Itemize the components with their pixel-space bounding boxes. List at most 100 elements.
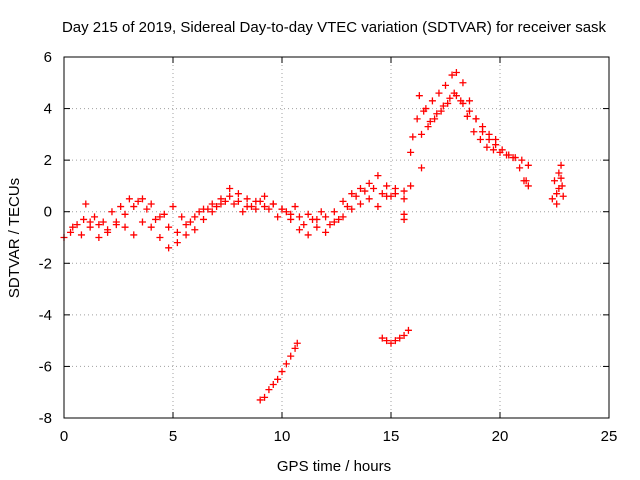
data-point xyxy=(356,185,364,193)
data-point xyxy=(446,94,454,102)
data-point xyxy=(287,352,295,360)
data-point xyxy=(426,117,434,125)
data-point xyxy=(278,368,286,376)
data-point xyxy=(396,334,404,342)
data-point xyxy=(82,200,90,208)
data-point xyxy=(374,203,382,211)
y-tick-label: -6 xyxy=(39,358,52,375)
data-point xyxy=(442,81,449,89)
data-point xyxy=(428,97,436,105)
series-isolated-points xyxy=(400,164,532,223)
series-post-16h-mid xyxy=(413,92,500,144)
data-point xyxy=(143,205,151,213)
data-point xyxy=(431,115,439,123)
data-point xyxy=(217,200,225,208)
data-point xyxy=(169,203,177,211)
data-point xyxy=(492,136,500,144)
grid-lines xyxy=(64,57,609,418)
data-point xyxy=(121,223,129,231)
data-point xyxy=(489,146,497,154)
data-point xyxy=(356,200,364,208)
data-point xyxy=(472,115,480,123)
data-point xyxy=(524,182,532,190)
data-point xyxy=(437,107,445,115)
data-point xyxy=(80,215,88,223)
data-point xyxy=(178,213,186,221)
data-point xyxy=(95,234,103,241)
x-tick-label: 25 xyxy=(601,428,618,445)
data-point xyxy=(282,360,290,368)
data-point xyxy=(479,123,487,131)
data-point xyxy=(330,208,338,216)
data-point xyxy=(160,210,168,218)
data-point xyxy=(261,393,269,401)
data-point xyxy=(67,228,75,236)
data-point xyxy=(117,203,125,211)
data-point xyxy=(485,130,493,138)
series-post-16h-lower xyxy=(418,89,530,185)
data-point xyxy=(387,339,395,347)
data-point xyxy=(282,208,290,216)
data-point xyxy=(418,164,426,172)
data-point xyxy=(261,192,269,200)
data-point xyxy=(330,218,338,226)
data-point xyxy=(152,215,160,223)
data-point xyxy=(520,177,528,185)
data-point xyxy=(516,164,524,172)
data-point xyxy=(555,169,563,177)
data-point xyxy=(407,148,415,156)
series-post-16h-upper xyxy=(407,68,532,169)
data-point xyxy=(352,192,360,200)
data-point xyxy=(465,97,473,105)
data-point xyxy=(335,215,343,223)
data-point xyxy=(413,115,421,123)
data-point xyxy=(313,223,321,231)
chart-title: Day 215 of 2019, Sidereal Day-to-day VTE… xyxy=(62,19,607,36)
data-point xyxy=(269,380,277,388)
data-point xyxy=(295,226,303,234)
data-point xyxy=(104,228,112,236)
data-point xyxy=(551,177,558,185)
data-point xyxy=(226,192,234,200)
data-point xyxy=(555,185,563,193)
data-point xyxy=(293,339,301,347)
data-point xyxy=(130,231,138,239)
data-point xyxy=(234,190,242,198)
data-point xyxy=(553,200,561,208)
data-point xyxy=(195,208,203,216)
data-point xyxy=(304,231,312,239)
x-axis-label: GPS time / hours xyxy=(277,458,391,475)
data-point xyxy=(407,182,415,190)
data-point xyxy=(391,337,399,345)
data-point xyxy=(69,223,77,231)
data-point xyxy=(383,182,391,190)
x-tick-label: 15 xyxy=(383,428,400,445)
data-point xyxy=(156,234,164,241)
data-point xyxy=(518,156,526,164)
data-point xyxy=(226,185,234,193)
data-point xyxy=(200,215,208,223)
data-point xyxy=(370,185,378,193)
data-point xyxy=(404,326,412,334)
data-point xyxy=(409,133,417,141)
y-tick-label: -4 xyxy=(39,307,52,324)
data-point xyxy=(112,221,120,229)
data-point xyxy=(365,195,373,203)
data-point xyxy=(256,396,264,404)
data-point xyxy=(433,110,441,118)
data-point xyxy=(524,161,532,169)
data-point xyxy=(509,154,517,162)
data-point xyxy=(138,218,146,226)
data-point xyxy=(383,337,391,345)
y-tick-label: 4 xyxy=(44,101,52,118)
data-point xyxy=(191,226,199,234)
data-point xyxy=(439,102,447,110)
data-point xyxy=(463,112,471,120)
data-point xyxy=(208,200,216,208)
data-point xyxy=(213,203,221,211)
y-tick-label: 0 xyxy=(44,204,52,221)
data-point xyxy=(304,210,312,218)
data-point xyxy=(265,205,273,213)
data-point xyxy=(108,208,116,216)
